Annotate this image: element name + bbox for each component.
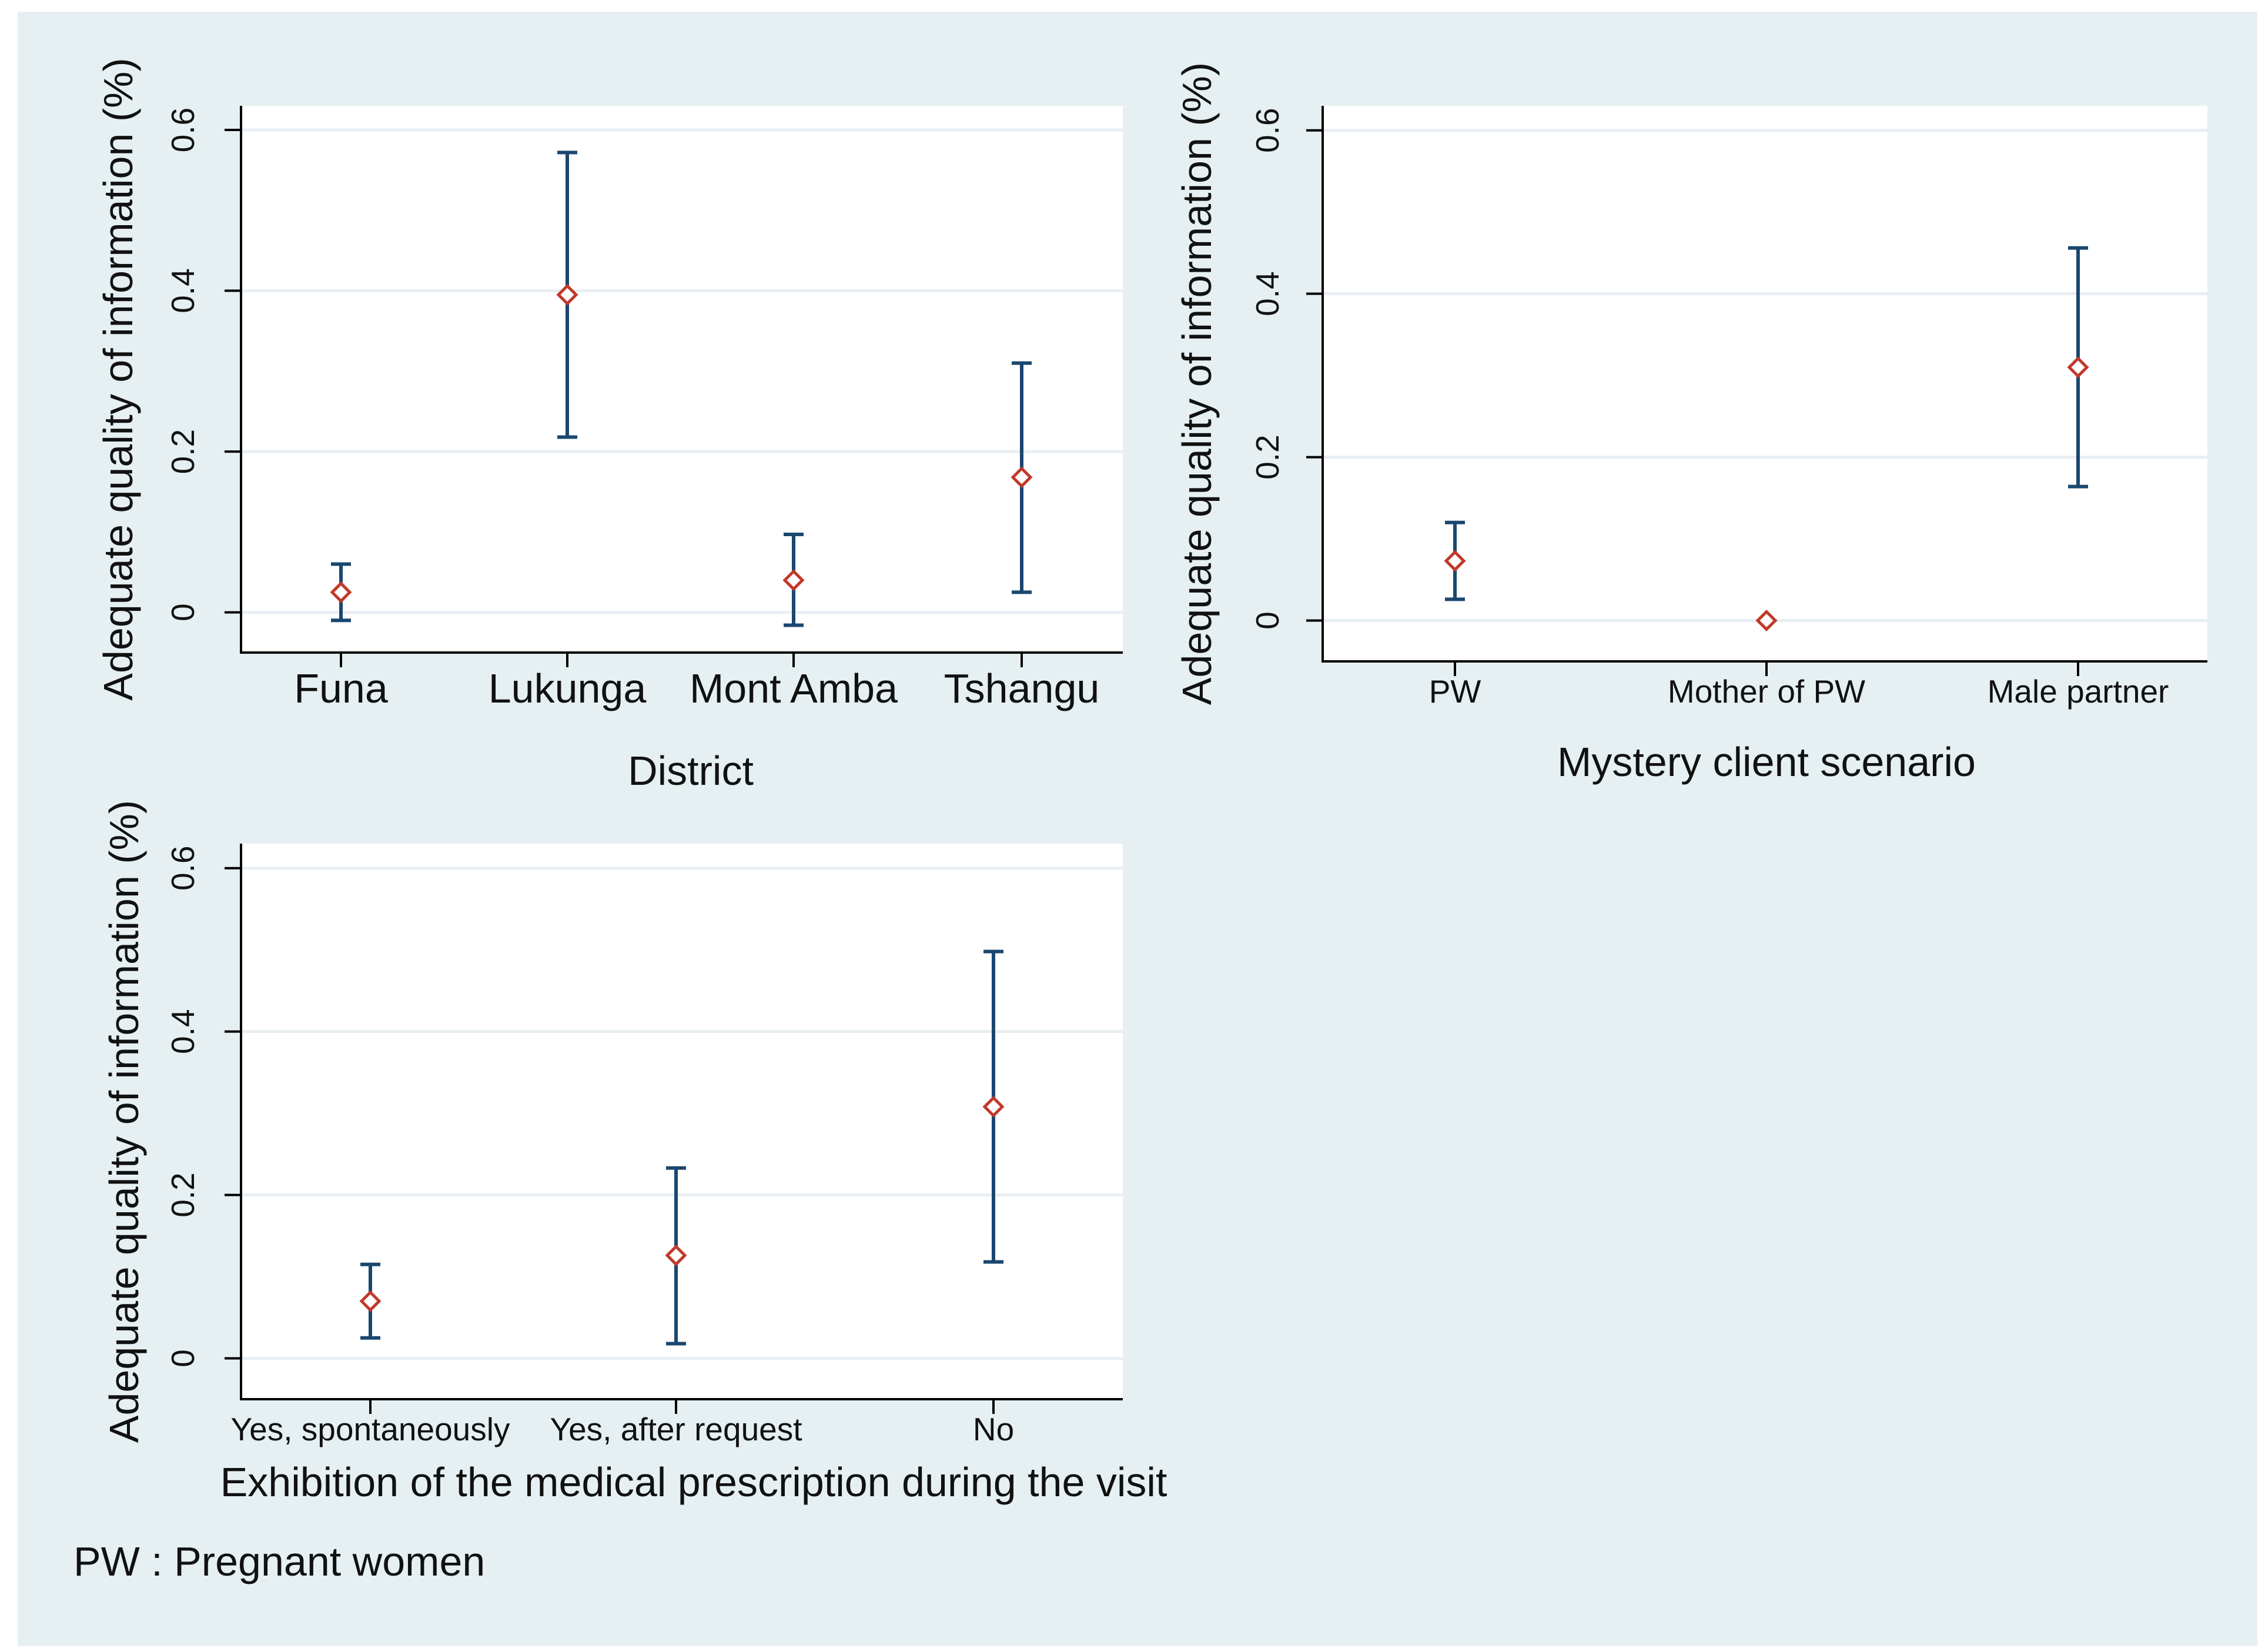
x-axis-title: Exhibition of the medical prescription d… <box>220 1459 1167 1505</box>
y-tick-label: 0.2 <box>165 1172 201 1217</box>
x-axis-title: District <box>628 748 754 794</box>
y-tick-label: 0.6 <box>165 108 201 152</box>
point-estimate-marker <box>782 569 805 591</box>
y-tick-label: 0.6 <box>1249 108 1286 152</box>
point-estimate-marker <box>982 1095 1005 1118</box>
point-estimate-marker <box>359 1290 382 1312</box>
footnote: PW : Pregnant women <box>73 1539 485 1584</box>
point-estimate-marker <box>1755 609 1778 632</box>
plot-area <box>241 106 1123 653</box>
point-estimate-marker <box>330 581 352 603</box>
y-tick-label: 0.2 <box>1249 434 1286 479</box>
x-tick-label: Male partner <box>1988 673 2169 710</box>
x-tick-label: PW <box>1429 673 1481 710</box>
plot-area <box>241 844 1123 1399</box>
y-tick-label: 0 <box>165 603 201 621</box>
y-tick-label: 0.4 <box>165 1009 201 1054</box>
point-estimate-marker <box>665 1244 687 1266</box>
x-tick-label: No <box>973 1411 1014 1447</box>
y-tick-label: 0 <box>1249 611 1286 630</box>
y-tick-label: 0 <box>165 1349 201 1367</box>
y-tick-label: 0.6 <box>165 845 201 890</box>
plot-area <box>1323 106 2207 661</box>
y-tick-label: 0.4 <box>165 268 201 313</box>
y-tick-label: 0.4 <box>1249 271 1286 316</box>
x-tick-label: Mont Amba <box>690 666 898 711</box>
point-estimate-marker <box>1011 466 1033 489</box>
x-axis-title: Mystery client scenario <box>1557 739 1976 785</box>
y-axis-title: Adequate quality of information (%) <box>101 800 147 1443</box>
x-tick-label: Lukunga <box>489 666 647 711</box>
point-estimate-marker <box>1444 550 1466 572</box>
point-estimate-marker <box>556 283 578 306</box>
point-estimate-marker <box>2067 356 2089 379</box>
y-axis-title: Adequate quality of information (%) <box>1174 62 1220 705</box>
y-axis-title: Adequate quality of information (%) <box>95 58 141 700</box>
x-tick-label: Yes, after request <box>550 1411 802 1447</box>
x-tick-label: Yes, spontaneously <box>231 1411 510 1447</box>
y-tick-label: 0.2 <box>165 429 201 474</box>
x-tick-label: Mother of PW <box>1668 673 1865 710</box>
chart-panel-1: 0 0.2 0.4 0.6 Adequate quality of informatio… <box>95 58 1123 794</box>
chart-panel-3: 0 0.2 0.4 0.6 Adequate quality of informatio… <box>101 800 1167 1505</box>
x-tick-label: Tshangu <box>944 666 1100 711</box>
chart-panel-2: 0 0.2 0.4 0.6 Adequate quality of informatio… <box>1174 62 2207 785</box>
x-tick-label: Funa <box>294 666 388 711</box>
